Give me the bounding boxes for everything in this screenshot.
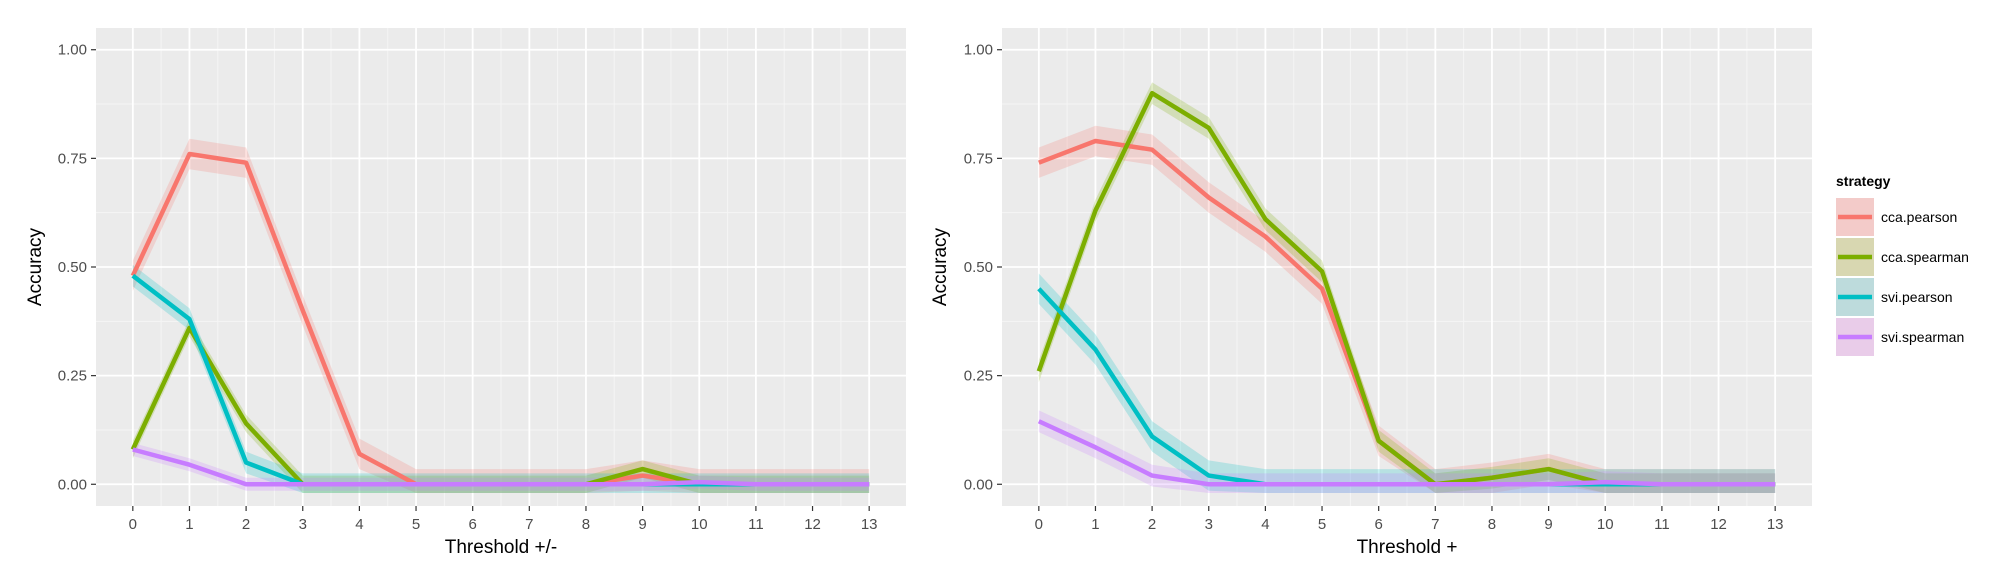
legend-label: svi.pearson [1881,289,1953,305]
legend-label: cca.spearman [1881,249,1969,265]
x-tick-label: 11 [1654,516,1670,533]
legend-key-svi-spearman [1836,318,1874,356]
series-line-svi-spearman [132,447,870,487]
legend-key-svi-pearson [1836,278,1874,316]
x-tick-label: 10 [691,516,708,533]
y-tick-label: 0.00 [58,476,87,493]
x-tick-label: 5 [412,516,420,533]
x-tick-label: 2 [242,516,250,533]
x-tick-label: 6 [469,516,477,533]
x-tick-label: 3 [1205,516,1213,533]
x-tick-label: 12 [1710,516,1727,533]
x-tick-label: 4 [355,516,363,533]
confidence-band-cca-spearman [132,319,870,493]
x-tick-label: 13 [861,516,878,533]
y-tick-label: 0.00 [964,476,993,493]
x-tick-label: 8 [582,516,590,533]
x-axis-title: Threshold +/- [445,537,557,558]
x-tick-label: 3 [299,516,307,533]
legend-title: strategy [1836,173,1891,189]
x-tick-label: 7 [1431,516,1439,533]
x-tick-label: 5 [1318,516,1326,533]
y-tick-label: 0.75 [58,150,87,167]
x-tick-label: 9 [638,516,646,533]
x-tick-label: 10 [1597,516,1614,533]
x-axis-title: Threshold + [1357,537,1458,558]
y-tick-label: 1.00 [58,42,87,59]
y-axis-title: Accuracy [25,227,46,306]
x-tick-label: 13 [1767,516,1784,533]
legend-key-cca-pearson [1836,198,1874,236]
chart-panel-right: 0.000.250.500.751.000 1 2 3 4 5 6 7 8 9 10 11 12 13Th… [930,28,1812,558]
x-tick-label: 9 [1544,516,1552,533]
y-tick-label: 0.25 [58,368,87,385]
y-tick-label: 0.75 [964,150,993,167]
x-tick-label: 8 [1488,516,1496,533]
y-tick-label: 1.00 [964,42,993,59]
legend-key-cca-spearman [1836,238,1874,276]
confidence-band-cca-pearson [1038,125,1776,493]
confidence-band-svi-spearman [1038,410,1776,493]
series-line-svi-spearman [1037,419,1776,487]
chart-legend: strategy cca.pearson cca.spearman svi.pear… [1836,173,1969,356]
x-tick-label: 7 [525,516,533,533]
x-tick-label: 0 [129,516,137,533]
x-tick-label: 11 [748,516,764,533]
x-tick-label: 4 [1261,516,1269,533]
y-axis-title: Accuracy [930,227,951,306]
chart-panel-left: 0.000.250.500.751.000 1 2 3 4 5 6 7 8 9 10 11 12 13Th… [25,28,906,558]
legend-label: svi.spearman [1881,329,1964,345]
y-tick-label: 0.50 [964,259,993,276]
x-tick-label: 1 [1091,516,1099,533]
x-tick-label: 6 [1375,516,1383,533]
x-tick-label: 1 [185,516,193,533]
x-tick-label: 12 [804,516,821,533]
legend-label: cca.pearson [1881,209,1957,225]
y-tick-label: 0.25 [964,368,993,385]
x-tick-label: 0 [1035,516,1043,533]
confidence-band-svi-pearson [1038,273,1776,493]
x-tick-label: 2 [1148,516,1156,533]
y-tick-label: 0.50 [58,259,87,276]
